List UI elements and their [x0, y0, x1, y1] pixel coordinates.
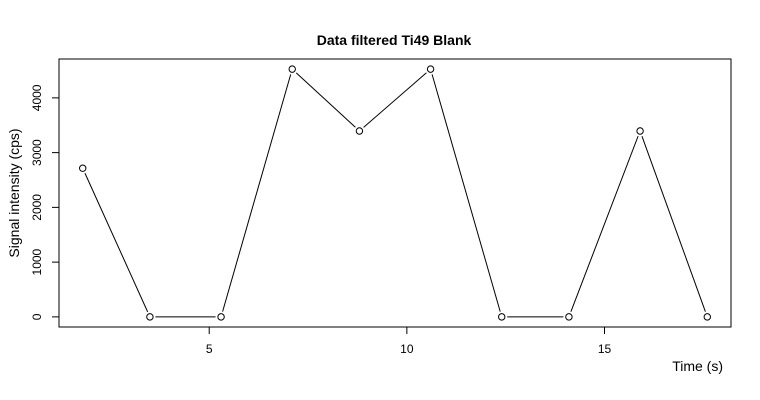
y-tick-label: 2000 [30, 194, 44, 221]
x-tick-label: 10 [400, 342, 414, 356]
series-segment [431, 74, 501, 312]
series-segment [222, 74, 292, 312]
y-tick-label: 1000 [30, 248, 44, 275]
x-axis: 5 10 15 [206, 326, 612, 356]
series-segment [363, 72, 427, 128]
data-point [636, 127, 644, 135]
data-point [498, 313, 506, 321]
data-point [565, 313, 573, 321]
x-tick-label: 5 [206, 342, 213, 356]
series-segment [84, 173, 149, 313]
data-point [217, 313, 225, 321]
data-point [146, 313, 154, 321]
data-point [355, 127, 364, 135]
data-point [426, 65, 435, 73]
series-segment [570, 135, 639, 312]
plot-frame [58, 58, 732, 328]
data-point [288, 65, 296, 73]
data-point [703, 313, 711, 321]
y-tick-label: 0 [30, 313, 44, 320]
y-axis: 0 1000 2000 3000 4000 [30, 84, 60, 320]
data-series [79, 65, 711, 321]
y-tick-label: 3000 [30, 139, 44, 166]
series-segment [641, 135, 706, 312]
chart-title: Data filtered Ti49 Blank [317, 32, 472, 48]
x-tick-label: 15 [598, 342, 612, 356]
data-point [79, 164, 87, 172]
x-axis-label: Time (s) [672, 358, 723, 374]
y-axis-label: Signal intensity (cps) [6, 128, 22, 257]
y-tick-label: 4000 [30, 84, 44, 111]
series-segment [295, 72, 356, 128]
